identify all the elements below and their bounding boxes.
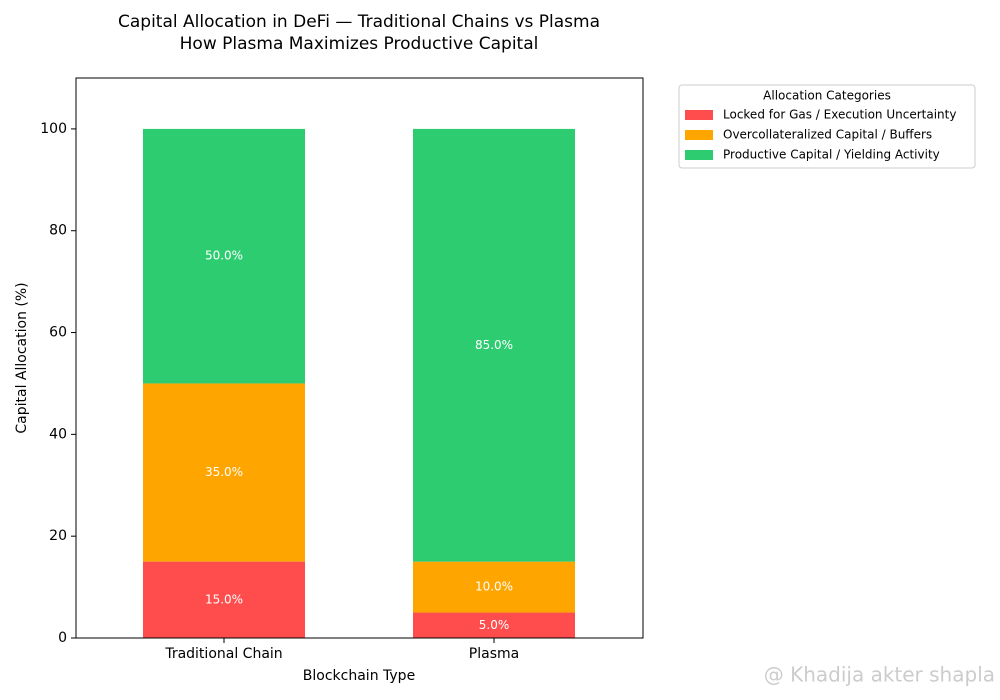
- value-label: 15.0%: [205, 592, 243, 606]
- legend-label: Productive Capital / Yielding Activity: [723, 148, 940, 162]
- chart-title: Capital Allocation in DeFi — Traditional…: [118, 12, 600, 32]
- x-axis-label: Blockchain Type: [303, 668, 415, 684]
- legend-swatch: [685, 130, 713, 140]
- x-tick-label: Plasma: [469, 646, 519, 662]
- value-label: 5.0%: [479, 618, 510, 632]
- bar-segment: [413, 128, 575, 562]
- y-tick-label: 40: [49, 426, 67, 442]
- legend-swatch: [685, 150, 713, 160]
- bar-segment: [413, 561, 575, 613]
- y-tick-label: 0: [58, 630, 67, 646]
- legend-label: Overcollateralized Capital / Buffers: [723, 128, 932, 142]
- value-label: 85.0%: [475, 338, 513, 352]
- legend-label: Locked for Gas / Execution Uncertainty: [723, 108, 956, 122]
- watermark: @ Khadija akter shapla: [764, 663, 995, 687]
- bar-segment: [413, 612, 575, 638]
- bar-segment: [143, 383, 305, 562]
- x-tick-label: Traditional Chain: [164, 646, 282, 662]
- value-label: 35.0%: [205, 465, 243, 479]
- legend-title: Allocation Categories: [763, 89, 891, 103]
- legend-swatch: [685, 110, 713, 120]
- y-tick-label: 100: [40, 121, 67, 137]
- y-tick-label: 80: [49, 223, 67, 239]
- chart-subtitle: How Plasma Maximizes Productive Capital: [180, 34, 539, 54]
- bar-segment: [143, 561, 305, 638]
- y-tick-label: 20: [49, 528, 67, 544]
- bar-segment: [143, 128, 305, 384]
- plot-frame: [75, 77, 644, 639]
- value-label: 50.0%: [205, 249, 243, 263]
- y-tick-label: 60: [49, 325, 67, 341]
- legend-box: [678, 84, 976, 169]
- value-label: 10.0%: [475, 580, 513, 594]
- y-axis-label: Capital Allocation (%): [14, 282, 30, 433]
